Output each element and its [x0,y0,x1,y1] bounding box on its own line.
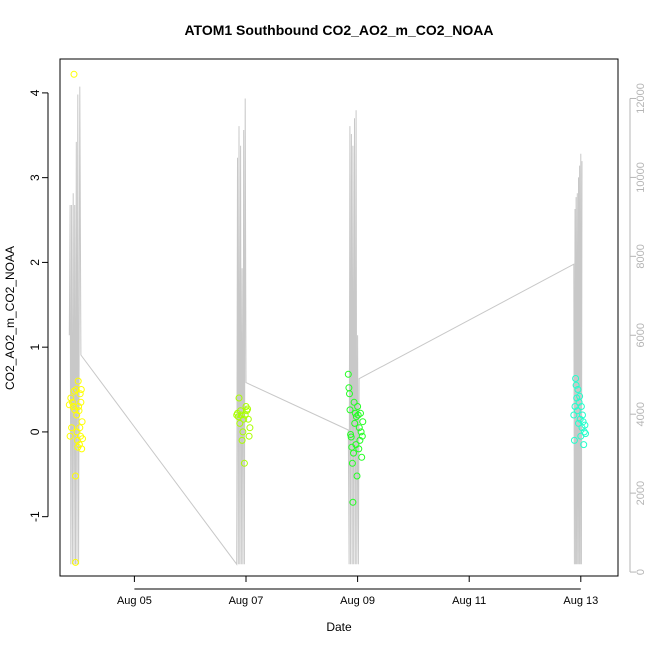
data-point [244,415,252,423]
data-point [357,428,365,436]
left-tick-label: 0 [28,428,42,435]
data-point [358,453,366,461]
right-tick-label: 12000 [635,83,647,114]
data-point [74,377,82,385]
data-point [357,409,364,417]
data-point [582,430,589,438]
data-point [236,419,244,427]
data-point [351,419,359,427]
data-point [235,394,243,402]
left-tick-label: -1 [28,511,42,522]
data-point [72,472,79,480]
data-point [76,424,84,432]
data-point [75,403,83,410]
data-point [570,436,578,444]
bottom-tick-label: Aug 07 [229,595,264,607]
data-point [240,459,248,467]
bottom-tick-label: Aug 13 [563,595,598,607]
right-tick-label: 10000 [635,162,647,193]
data-point [572,381,580,389]
data-point [355,424,363,432]
data-point [344,370,352,378]
data-point [570,411,578,419]
altitude-line [68,86,583,566]
data-point [581,421,589,429]
altitude-line-layer [68,86,583,566]
data-point [359,418,367,426]
points-layer [65,70,589,566]
data-point [572,375,580,382]
data-point [346,390,353,398]
data-point [66,432,74,440]
data-point [246,424,254,432]
data-point [68,398,76,406]
data-point [77,386,85,393]
left-y-axis: -1 0 1 2 3 4 [28,89,49,522]
data-point [79,435,86,443]
data-point [350,398,358,406]
data-point [352,413,360,421]
data-point [244,405,252,413]
data-point [348,459,356,467]
data-point [77,398,85,406]
data-point [69,403,77,410]
left-tick-label: 1 [28,344,42,351]
bottom-tick-label: Aug 11 [452,595,486,607]
right-tick-label: 8000 [635,244,647,268]
right-tick-label: 0 [635,569,647,575]
left-tick-label: 3 [28,174,42,181]
data-point [76,390,84,398]
data-point [579,411,586,419]
data-point [78,418,86,426]
data-point [574,386,582,393]
data-point [353,472,361,480]
data-point [239,428,247,436]
y-axis-label: CO2_AO2_m_CO2_NOAA [3,246,17,390]
left-tick-label: 2 [28,259,42,266]
right-tick-label: 6000 [635,323,647,347]
data-point [70,70,78,78]
right-y-axis: 0 2000 4000 6000 8000 10000 12000 [629,83,647,575]
data-point [346,406,354,414]
data-point [354,403,362,410]
data-point [573,407,581,415]
data-point [577,403,585,410]
data-point [575,419,582,427]
data-point [350,449,357,457]
data-point [238,436,246,444]
data-point [240,415,248,423]
data-point [579,418,587,426]
chart-title: ATOM1 Southbound CO2_AO2_m_CO2_NOAA [184,22,493,38]
data-point [245,432,253,440]
data-point [67,394,75,402]
data-point [580,441,588,449]
data-point [576,392,584,400]
data-point [580,428,588,436]
data-point [349,498,357,506]
plot-frame [59,58,619,577]
x-axis-label: Date [326,620,352,634]
data-point [72,558,79,566]
data-point [75,407,83,415]
data-point [78,445,86,453]
right-tick-label: 2000 [635,481,647,505]
bottom-tick-label: Aug 09 [340,595,375,607]
left-tick-label: 4 [28,89,42,96]
data-point [72,386,80,393]
data-point [358,432,366,440]
data-point [355,445,363,453]
data-point [347,433,355,441]
x-axis: Aug 05 Aug 07 Aug 09 Aug 11 Aug 13 [117,576,598,607]
bottom-tick-label: Aug 05 [117,595,152,607]
data-point [68,424,76,432]
right-tick-label: 4000 [635,402,647,426]
